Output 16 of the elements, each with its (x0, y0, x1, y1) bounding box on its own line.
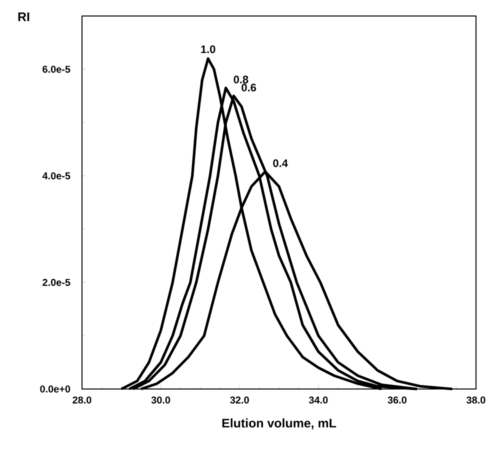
y-axis-title: RI (18, 12, 30, 22)
y-tick-label: 0.0e+0 (40, 385, 70, 393)
series-label: 0.6 (242, 84, 256, 92)
y-tick-label: 6.0e-5 (42, 66, 70, 73)
series-label: 0.8 (234, 76, 248, 84)
x-tick-label: 38.0 (466, 396, 486, 404)
x-tick-label: 30.0 (151, 396, 170, 404)
series-label: 1.0 (201, 45, 216, 54)
x-axis-title: Elution volume, mL (222, 418, 336, 430)
x-tick-label: 32.0 (230, 396, 249, 404)
x-tick-label: 36.0 (388, 396, 406, 404)
x-tick-label: 28.0 (72, 396, 92, 404)
y-tick-label: 2.0e-5 (42, 278, 70, 286)
y-tick-label: 4.0e-5 (42, 172, 70, 180)
series-label: 0.4 (273, 159, 288, 168)
x-tick-label: 34.0 (308, 396, 328, 404)
